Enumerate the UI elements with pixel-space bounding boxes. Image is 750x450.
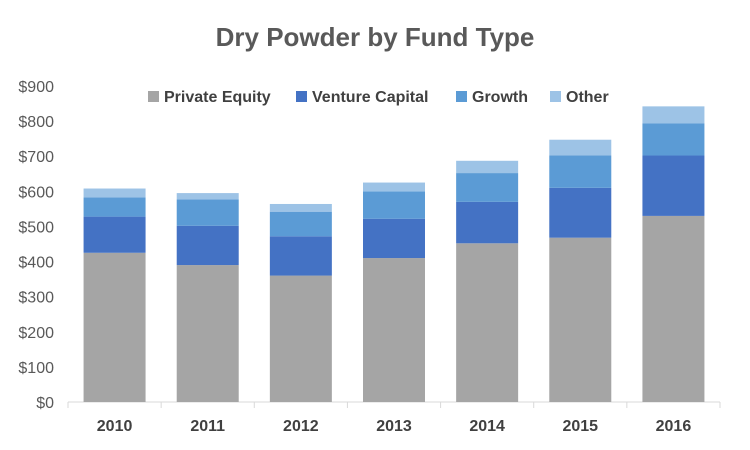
y-tick-label: $700 <box>18 149 54 166</box>
bar-segment-other[interactable] <box>549 139 612 156</box>
legend-swatch <box>456 91 467 102</box>
legend-swatch <box>148 91 159 102</box>
bar-segment-private-equity[interactable] <box>176 265 239 402</box>
bar-segment-other[interactable] <box>269 203 332 212</box>
bar-segment-other[interactable] <box>83 188 146 198</box>
bar-segment-private-equity[interactable] <box>269 275 332 402</box>
legend-swatch <box>550 91 561 102</box>
bar-segment-other[interactable] <box>642 106 705 124</box>
legend-label: Other <box>566 89 609 106</box>
x-tick-label: 2013 <box>376 418 412 435</box>
x-tick-label: 2015 <box>562 418 598 435</box>
bar-segment-other[interactable] <box>176 193 239 200</box>
y-tick-label: $300 <box>18 290 54 307</box>
y-tick-label: $900 <box>18 79 54 96</box>
y-tick-label: $500 <box>18 219 54 236</box>
bar-segment-growth[interactable] <box>642 123 705 156</box>
bar-segment-growth[interactable] <box>549 155 612 188</box>
bar-segment-growth[interactable] <box>269 211 332 237</box>
x-tick-label: 2011 <box>190 418 225 435</box>
bar-segment-venture-capital[interactable] <box>456 201 519 244</box>
bar-segment-private-equity[interactable] <box>83 252 146 402</box>
bar-segment-private-equity[interactable] <box>642 215 705 402</box>
y-tick-label: $600 <box>18 184 54 201</box>
bar-segment-private-equity[interactable] <box>549 237 612 402</box>
x-tick-label: 2014 <box>469 418 505 435</box>
bar-segment-growth[interactable] <box>363 191 425 219</box>
bar-segment-private-equity[interactable] <box>456 243 519 402</box>
y-tick-label: $200 <box>18 325 54 342</box>
x-tick-label: 2012 <box>283 418 319 435</box>
bar-segment-other[interactable] <box>456 160 519 174</box>
bar-segment-private-equity[interactable] <box>363 258 425 402</box>
bar-segment-venture-capital[interactable] <box>363 218 425 259</box>
bar-segment-venture-capital[interactable] <box>642 155 705 216</box>
bar-segment-growth[interactable] <box>456 173 519 202</box>
legend-label: Private Equity <box>164 89 271 106</box>
bar-segment-venture-capital[interactable] <box>176 225 239 266</box>
x-tick-label: 2010 <box>97 418 133 435</box>
legend-swatch <box>296 91 307 102</box>
bar-segment-venture-capital[interactable] <box>549 187 612 238</box>
bar-segment-venture-capital[interactable] <box>83 216 146 253</box>
x-tick-label: 2016 <box>656 418 692 435</box>
legend-label: Growth <box>472 89 528 106</box>
bar-segment-venture-capital[interactable] <box>269 236 332 276</box>
bar-segment-growth[interactable] <box>176 199 239 226</box>
bar-segment-other[interactable] <box>363 182 425 192</box>
chart-title: Dry Powder by Fund Type <box>215 22 535 52</box>
y-tick-label: $800 <box>18 114 54 131</box>
bar-segment-growth[interactable] <box>83 197 146 217</box>
y-tick-label: $0 <box>36 395 54 412</box>
legend-label: Venture Capital <box>312 89 428 106</box>
y-tick-label: $400 <box>18 255 54 272</box>
y-tick-label: $100 <box>18 360 54 377</box>
